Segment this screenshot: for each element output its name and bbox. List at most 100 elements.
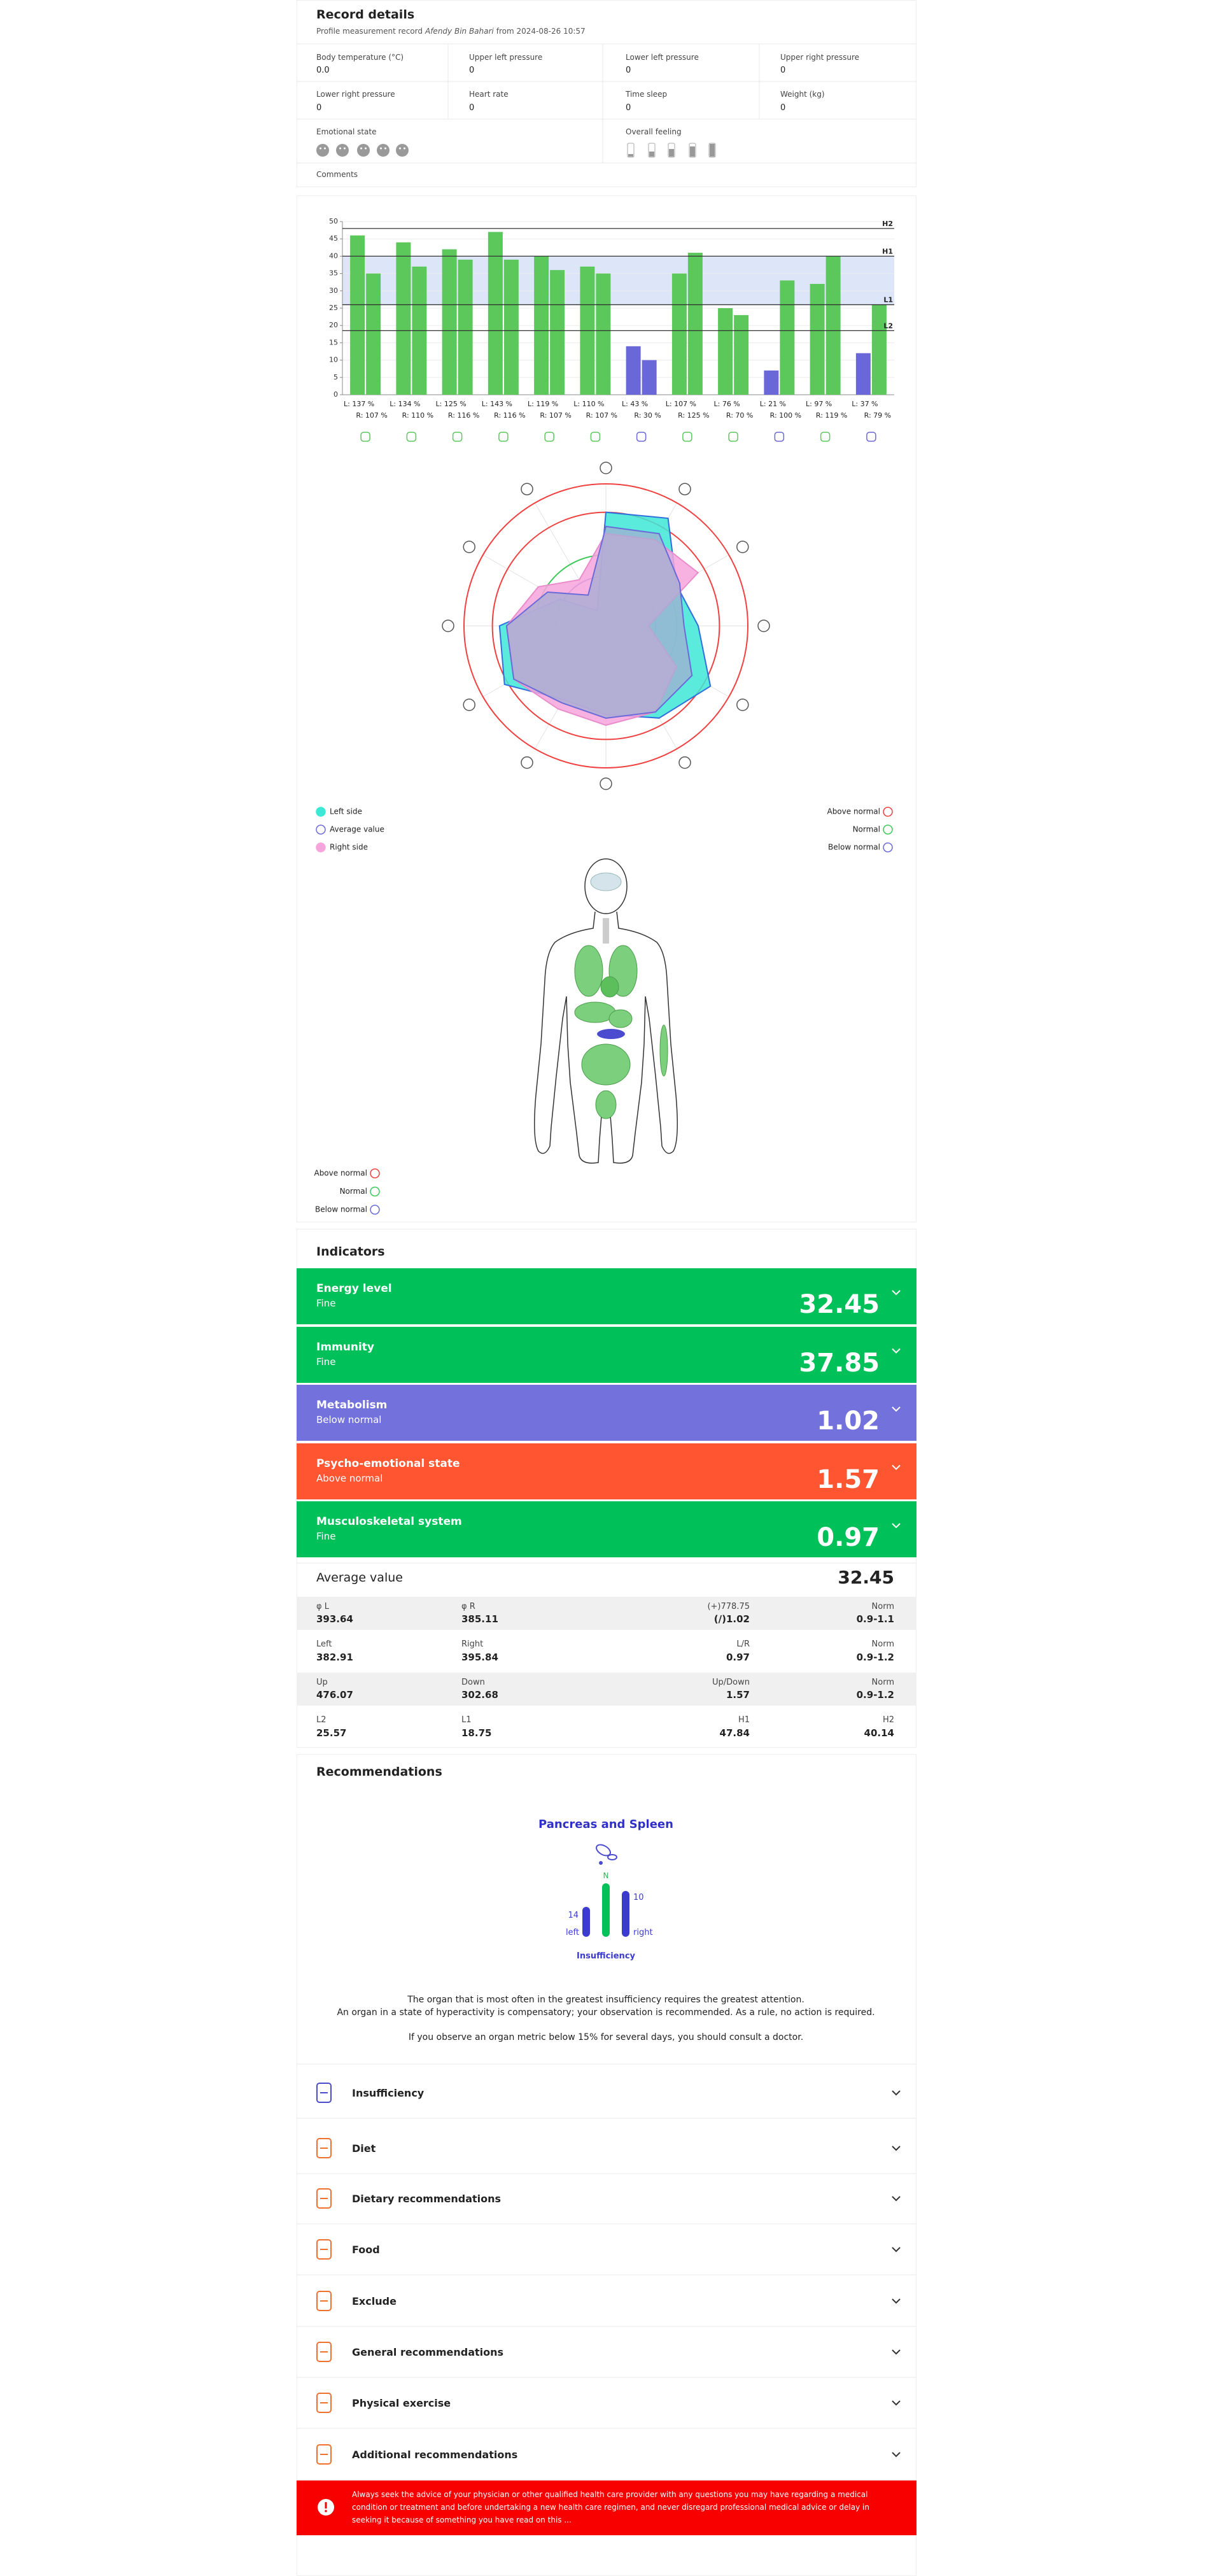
table-value: 385.11 xyxy=(461,1613,498,1625)
section-title: Recommendations xyxy=(316,1764,442,1779)
indicator-name: Musculoskeletal system xyxy=(316,1515,462,1528)
section-title: Indicators xyxy=(316,1244,385,1259)
table-value: 0.9-1.1 xyxy=(856,1613,894,1625)
field-value: 0 xyxy=(469,65,475,75)
table-label: Norm xyxy=(871,1677,894,1687)
indicator-name: Psycho-emotional state xyxy=(316,1457,460,1470)
table-value: 302.68 xyxy=(461,1689,498,1701)
note: An organ in a state of hyperactivity is … xyxy=(337,2007,875,2018)
field-label: Emotional state xyxy=(316,127,377,136)
indicator-name: Metabolism xyxy=(316,1399,388,1412)
table-value: 1.57 xyxy=(726,1689,750,1701)
accordion-row[interactable] xyxy=(297,2225,916,2274)
section-title[interactable]: Insufficiency xyxy=(352,2086,425,2099)
table-label: Norm xyxy=(871,1639,894,1649)
indicator-value: 1.02 xyxy=(817,1406,880,1436)
note: The organ that is most often in the grea… xyxy=(407,1995,804,2005)
indicator-value: 37.85 xyxy=(799,1348,880,1378)
field-value: 0 xyxy=(780,103,786,113)
average-label: Average value xyxy=(316,1570,403,1585)
indicator-row[interactable] xyxy=(297,1443,916,1499)
section-title[interactable]: Food xyxy=(352,2243,380,2256)
normal-label: N xyxy=(603,1871,609,1880)
field-label: Weight (kg) xyxy=(780,90,825,99)
subtitle-suffix: from 2024-08-26 10:57 xyxy=(496,27,586,36)
table-row xyxy=(297,1673,916,1706)
table-label: Left xyxy=(316,1639,332,1649)
field-value: 0 xyxy=(780,65,786,75)
table-value: 40.14 xyxy=(864,1727,894,1739)
indicator-name: Immunity xyxy=(316,1340,374,1354)
table-label: Up xyxy=(316,1677,328,1687)
table-label: L2 xyxy=(316,1715,327,1725)
table-label: φ L xyxy=(316,1601,329,1611)
right-value: 10 xyxy=(633,1892,644,1902)
table-label: φ R xyxy=(461,1601,475,1611)
indicator-row[interactable] xyxy=(297,1501,916,1557)
accordion-row[interactable] xyxy=(297,2124,916,2172)
table-label: L1 xyxy=(461,1715,472,1725)
table-value: 25.57 xyxy=(316,1727,347,1739)
left-label: left xyxy=(565,1927,579,1937)
indicator-row[interactable] xyxy=(297,1385,916,1441)
table-label: Down xyxy=(461,1677,485,1687)
table-label: (+)778.75 xyxy=(707,1601,750,1611)
table-label: Up/Down xyxy=(712,1677,750,1687)
table-label: L/R xyxy=(736,1639,750,1649)
indicator-status: Above normal xyxy=(316,1472,383,1484)
field-value: 0 xyxy=(469,103,475,113)
field-label: Overall feeling xyxy=(626,127,682,136)
indicator-status: Below normal xyxy=(316,1414,382,1426)
field-value: 0.0 xyxy=(316,65,330,75)
left-value: 14 xyxy=(568,1910,579,1920)
table-label: Norm xyxy=(871,1601,894,1611)
indicator-value: 0.97 xyxy=(817,1523,880,1552)
indicator-name: Energy level xyxy=(316,1282,392,1295)
table-label: H2 xyxy=(882,1715,894,1725)
field-label: Body temperature (°C) xyxy=(316,53,404,62)
subtitle-prefix: Profile measurement record xyxy=(316,27,423,36)
record-card xyxy=(297,0,916,187)
field-value: 0 xyxy=(626,103,631,113)
table-value: 0.9-1.2 xyxy=(856,1689,894,1701)
table-label: Right xyxy=(461,1639,484,1649)
field-label: Heart rate xyxy=(469,90,509,99)
table-label: H1 xyxy=(738,1715,750,1725)
field-label: Comments xyxy=(316,170,358,179)
indicator-row[interactable] xyxy=(297,1326,916,1383)
section-title[interactable]: Diet xyxy=(352,2142,376,2155)
chart-card xyxy=(297,195,916,1222)
table-value: 393.64 xyxy=(316,1613,353,1625)
indicator-status: Fine xyxy=(316,1298,336,1309)
average-value: 32.45 xyxy=(838,1567,894,1588)
table-value: 18.75 xyxy=(461,1727,492,1739)
section-title[interactable]: Physical exercise xyxy=(352,2396,451,2409)
table-value: 0.97 xyxy=(726,1651,750,1663)
table-value: (/)1.02 xyxy=(713,1613,750,1625)
indicator-value: 32.45 xyxy=(799,1290,880,1319)
section-title[interactable]: Additional recommendations xyxy=(352,2448,518,2461)
indicator-status: Fine xyxy=(316,1355,336,1368)
note: If you observe an organ metric below 15%… xyxy=(408,2032,804,2042)
section-title[interactable]: Exclude xyxy=(352,2295,397,2307)
disclaimer: Always seek the advice of your physician… xyxy=(352,2490,869,2524)
table-value: 395.84 xyxy=(461,1651,498,1663)
table-row xyxy=(297,1597,916,1630)
field-label: Time sleep xyxy=(626,90,668,99)
section-title[interactable]: Dietary recommendations xyxy=(352,2192,502,2205)
subtitle-name: Afendy Bin Bahari xyxy=(425,27,494,36)
card-title: Record details xyxy=(316,7,415,22)
field-label: Upper right pressure xyxy=(780,53,859,62)
field-label: Upper left pressure xyxy=(469,53,543,62)
table-row xyxy=(297,1711,916,1744)
field-label: Lower left pressure xyxy=(626,53,699,62)
table-value: 0.9-1.2 xyxy=(856,1651,894,1663)
field-value: 0 xyxy=(316,103,322,113)
table-row xyxy=(297,1635,916,1668)
section-title[interactable]: General recommendations xyxy=(352,2346,504,2358)
indicator-status: Fine xyxy=(316,1531,336,1542)
indicator-value: 1.57 xyxy=(817,1464,880,1494)
indicator-row[interactable] xyxy=(297,1268,916,1324)
field-label: Lower right pressure xyxy=(316,90,395,99)
